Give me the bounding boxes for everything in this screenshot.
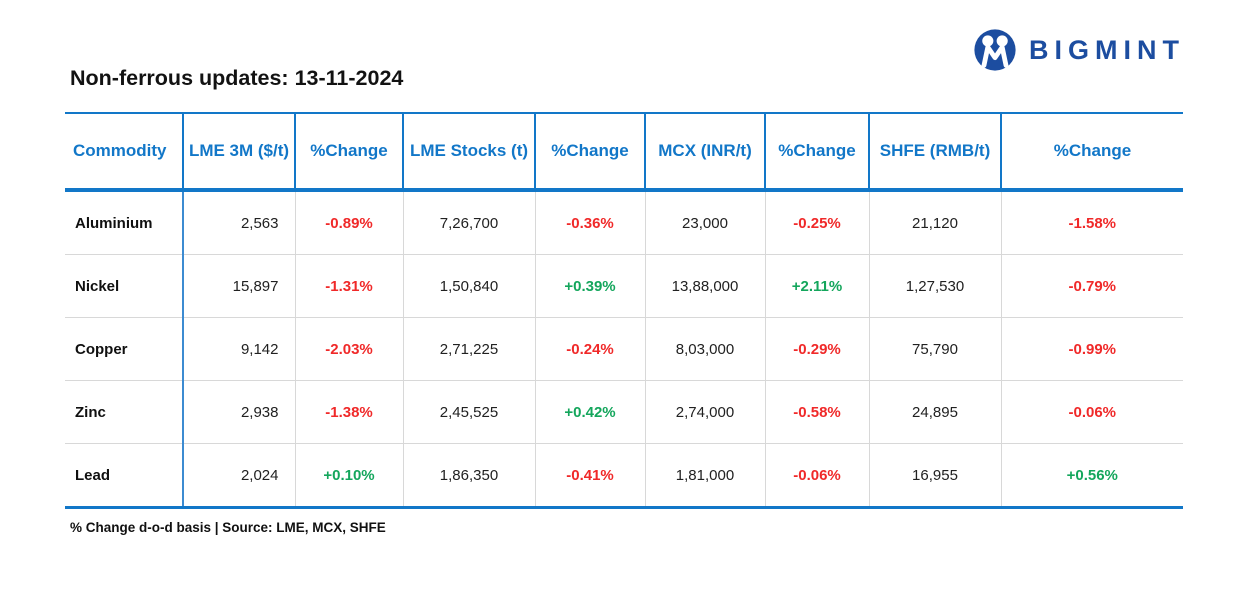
lme-3m-change-cell: -1.38% [294,380,403,444]
table-row-zinc: Zinc 2,938 -1.38% 2,45,525 +0.42% 2,74,0… [65,380,1183,444]
bigmint-m-circle-icon [974,29,1016,71]
table-row-aluminium: Aluminium 2,563 -0.89% 7,26,700 -0.36% 2… [65,190,1183,255]
lme-stocks-change-cell: -0.41% [534,443,645,508]
lme-stocks-cell: 2,71,225 [402,317,535,381]
lme-3m-change-cell: -0.89% [294,190,403,255]
shfe-price-cell: 24,895 [868,380,1001,444]
column-header-lme-3m: LME 3M ($/t) [182,113,295,192]
table-row-lead: Lead 2,024 +0.10% 1,86,350 -0.41% 1,81,0… [65,443,1183,508]
mcx-change-cell: -0.29% [764,317,869,381]
column-header-mcx-change: %Change [764,113,869,192]
lme-stocks-cell: 7,26,700 [402,190,535,255]
shfe-price-cell: 21,120 [868,190,1001,255]
lme-stocks-change-cell: -0.24% [534,317,645,381]
lme-3m-price-cell: 2,024 [182,443,295,508]
lme-3m-change-cell: +0.10% [294,443,403,508]
mcx-price-cell: 13,88,000 [644,254,765,318]
shfe-price-cell: 16,955 [868,443,1001,508]
shfe-change-cell: -0.99% [1000,317,1183,381]
lme-3m-price-cell: 15,897 [182,254,295,318]
table-row-nickel: Nickel 15,897 -1.31% 1,50,840 +0.39% 13,… [65,254,1183,318]
mcx-change-cell: -0.06% [764,443,869,508]
mcx-change-cell: -0.58% [764,380,869,444]
lme-stocks-cell: 2,45,525 [402,380,535,444]
page-title: Non-ferrous updates: 13-11-2024 [70,66,404,90]
shfe-change-cell: +0.56% [1000,443,1183,508]
lme-3m-price-cell: 2,938 [182,380,295,444]
commodity-name-cell: Lead [65,443,183,508]
commodity-name-cell: Zinc [65,380,183,444]
column-header-lme-stocks: LME Stocks (t) [402,113,535,192]
commodity-price-table: Commodity LME 3M ($/t) %Change LME Stock… [65,112,1183,509]
column-header-lme-stocks-change: %Change [534,113,645,192]
commodity-name-cell: Copper [65,317,183,381]
shfe-change-cell: -1.58% [1000,190,1183,255]
mcx-price-cell: 23,000 [644,190,765,255]
table-container: Commodity LME 3M ($/t) %Change LME Stock… [65,112,1183,509]
lme-stocks-change-cell: +0.39% [534,254,645,318]
lme-stocks-cell: 1,50,840 [402,254,535,318]
shfe-price-cell: 75,790 [868,317,1001,381]
lme-3m-change-cell: -2.03% [294,317,403,381]
lme-3m-price-cell: 9,142 [182,317,295,381]
column-header-commodity: Commodity [65,113,183,192]
lme-stocks-cell: 1,86,350 [402,443,535,508]
mcx-price-cell: 1,81,000 [644,443,765,508]
commodity-name-cell: Nickel [65,254,183,318]
column-header-shfe: SHFE (RMB/t) [868,113,1001,192]
lme-3m-price-cell: 2,563 [182,190,295,255]
shfe-change-cell: -0.06% [1000,380,1183,444]
source-note: % Change d-o-d basis | Source: LME, MCX,… [70,520,386,535]
column-header-mcx: MCX (INR/t) [644,113,765,192]
column-header-shfe-change: %Change [1000,113,1183,192]
lme-stocks-change-cell: -0.36% [534,190,645,255]
header-row: Commodity LME 3M ($/t) %Change LME Stock… [65,113,1183,192]
commodity-name-cell: Aluminium [75,214,153,232]
shfe-price-cell: 1,27,530 [868,254,1001,318]
shfe-change-cell: -0.79% [1000,254,1183,318]
column-header-lme-3m-change: %Change [294,113,403,192]
lme-stocks-change-cell: +0.42% [534,380,645,444]
mcx-change-cell: -0.25% [764,190,869,255]
mcx-price-cell: 8,03,000 [644,317,765,381]
lme-3m-change-cell: -1.31% [294,254,403,318]
brand-wordmark: BIGMINT [1029,34,1185,65]
table-row-copper: Copper 9,142 -2.03% 2,71,225 -0.24% 8,03… [65,317,1183,381]
mcx-price-cell: 2,74,000 [644,380,765,444]
bigmint-logo: BIGMINT [972,27,1185,73]
mcx-change-cell: +2.11% [764,254,869,318]
